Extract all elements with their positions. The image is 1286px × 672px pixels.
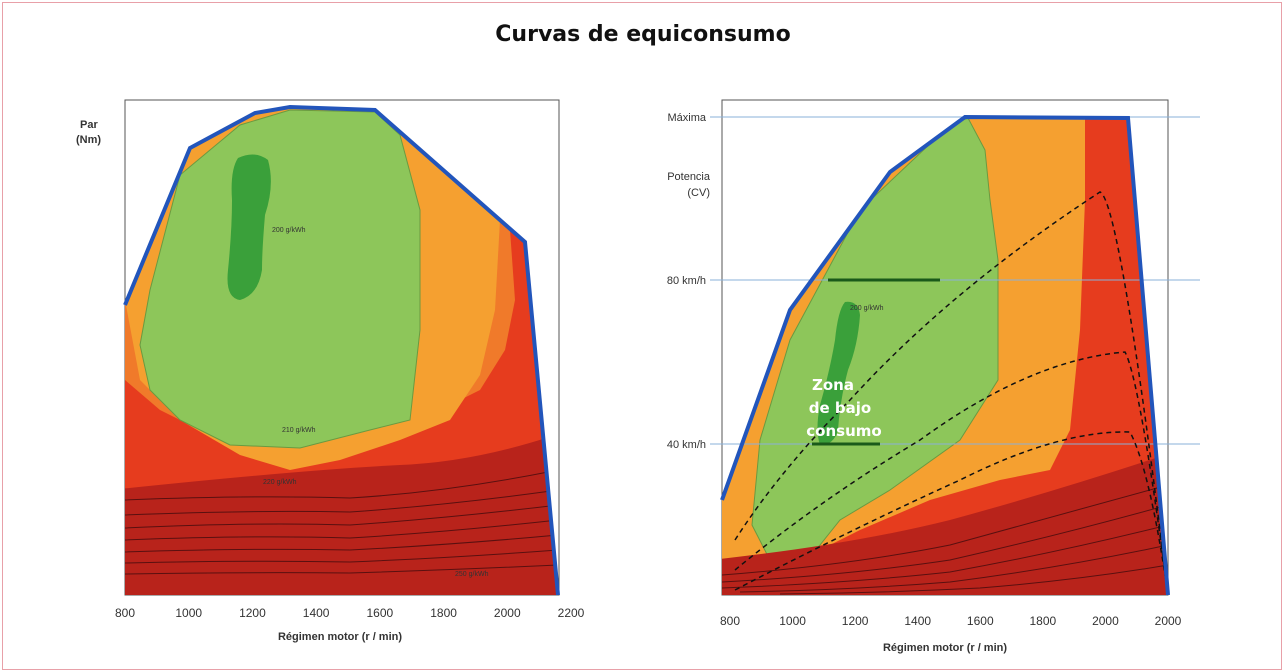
right-x-tick: 800 xyxy=(720,614,740,628)
left-ylabel-line1: Par xyxy=(80,119,98,131)
left-ylabel-line2: (Nm) xyxy=(76,134,101,146)
left-x-tick: 800 xyxy=(115,606,135,620)
right-ylabel-maxima: Máxima xyxy=(667,112,706,124)
left-x-ticks: 800 1000 1200 1400 1600 1800 2000 2200 xyxy=(115,606,585,620)
left-x-tick: 1000 xyxy=(175,606,202,620)
right-zone-darkred xyxy=(722,450,1168,595)
right-envelope-line xyxy=(720,114,1170,596)
left-iso-label-250: 250 g/kWh xyxy=(455,571,489,578)
left-x-tick: 1800 xyxy=(430,606,457,620)
zone-label-line1: Zona xyxy=(812,376,854,394)
left-iso-label-200: 200 g/kWh xyxy=(272,227,306,234)
left-zone-darkgreen xyxy=(227,154,271,300)
left-x-tick: 1400 xyxy=(303,606,330,620)
right-x-tick: 1400 xyxy=(904,614,931,628)
right-zone-darkgreen xyxy=(817,301,860,445)
right-iso-label-200: 200 g/kWh xyxy=(850,305,884,312)
left-zone-green xyxy=(139,109,421,449)
right-chart: 200 g/kWh Zona de bajo consumo Máxima Po… xyxy=(667,99,1200,654)
right-dashed-curves xyxy=(734,191,1169,596)
right-ylabel-line1: Potencia xyxy=(667,171,711,183)
right-ylabel-80kmh: 80 km/h xyxy=(667,275,706,287)
zone-label-line2: de bajo xyxy=(809,399,871,417)
left-iso-label-210: 210 g/kWh xyxy=(282,427,316,434)
right-xlabel: Régimen motor (r / min) xyxy=(883,642,1007,654)
left-x-tick: 2200 xyxy=(558,606,585,620)
right-x-tick: 2000 xyxy=(1092,614,1119,628)
left-chart: 200 g/kWh 210 g/kWh 220 g/kWh 250 g/kWh … xyxy=(76,99,585,643)
left-isolines xyxy=(125,469,558,575)
right-x-tick: 1600 xyxy=(967,614,994,628)
left-envelope-line xyxy=(123,104,560,596)
right-x-ticks: 800 1000 1200 1400 1600 1800 2000 2000 xyxy=(720,614,1182,628)
right-x-tick: 1200 xyxy=(842,614,869,628)
right-x-tick: 2000 xyxy=(1155,614,1182,628)
left-xlabel: Régimen motor (r / min) xyxy=(278,631,402,643)
left-x-tick: 2000 xyxy=(494,606,521,620)
right-x-tick: 1000 xyxy=(779,614,806,628)
zone-label-line3: consumo xyxy=(806,422,881,440)
chart-title: Curvas de equiconsumo xyxy=(495,22,791,47)
left-iso-label-220: 220 g/kWh xyxy=(263,479,297,486)
right-zone-green xyxy=(751,117,999,571)
left-x-tick: 1200 xyxy=(239,606,266,620)
right-x-tick: 1800 xyxy=(1030,614,1057,628)
right-ylabel-40kmh: 40 km/h xyxy=(667,439,706,451)
right-ylabel-line2: (CV) xyxy=(687,187,710,199)
left-x-tick: 1600 xyxy=(367,606,394,620)
right-isolines xyxy=(722,484,1168,595)
